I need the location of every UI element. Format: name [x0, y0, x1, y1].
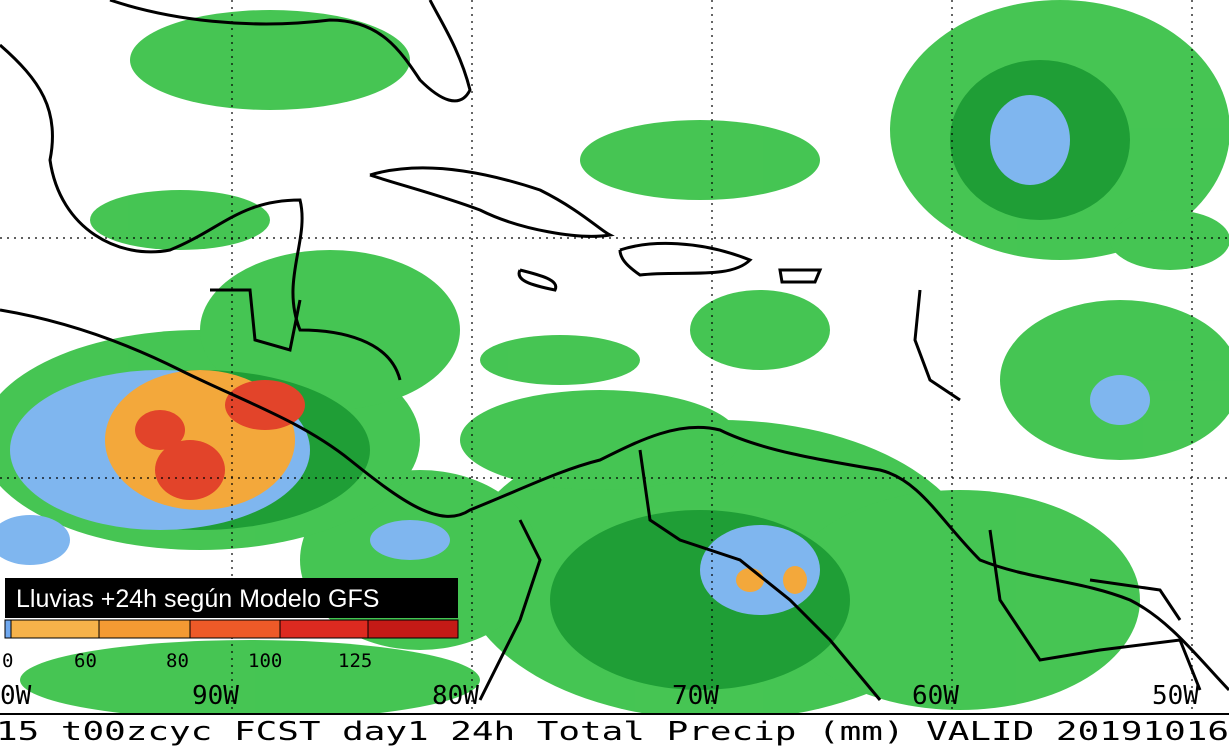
colorbar-label: 100: [248, 650, 282, 672]
footer-background: [0, 714, 1229, 747]
overlay-title: Lluvias +24h según Modelo GFS: [16, 585, 379, 613]
colorbar-labels: 0 60 80 100 125: [2, 650, 372, 672]
longitude-label: 70W: [672, 681, 719, 711]
longitude-label: 0W: [0, 681, 32, 711]
footer-caption: 15 t00zcyc FCST day1 24h Total Precip (m…: [0, 717, 1229, 747]
longitude-label: 50W: [1152, 681, 1199, 711]
longitude-labels: 0W 90W 80W 70W 60W 50W: [0, 681, 1199, 711]
coastlines: [0, 0, 1229, 701]
colorbar-label: 0: [2, 650, 13, 672]
colorbar-label: 80: [166, 650, 189, 672]
colorbar-label: 60: [74, 650, 97, 672]
longitude-label: 80W: [432, 681, 479, 711]
longitude-label: 60W: [912, 681, 959, 711]
colorbar-label: 125: [338, 650, 372, 672]
graticule: [0, 0, 1229, 712]
overlay-title-box: [5, 578, 458, 618]
longitude-label: 90W: [192, 681, 239, 711]
precip-field: [0, 0, 1229, 720]
colorbar: [4, 619, 459, 639]
